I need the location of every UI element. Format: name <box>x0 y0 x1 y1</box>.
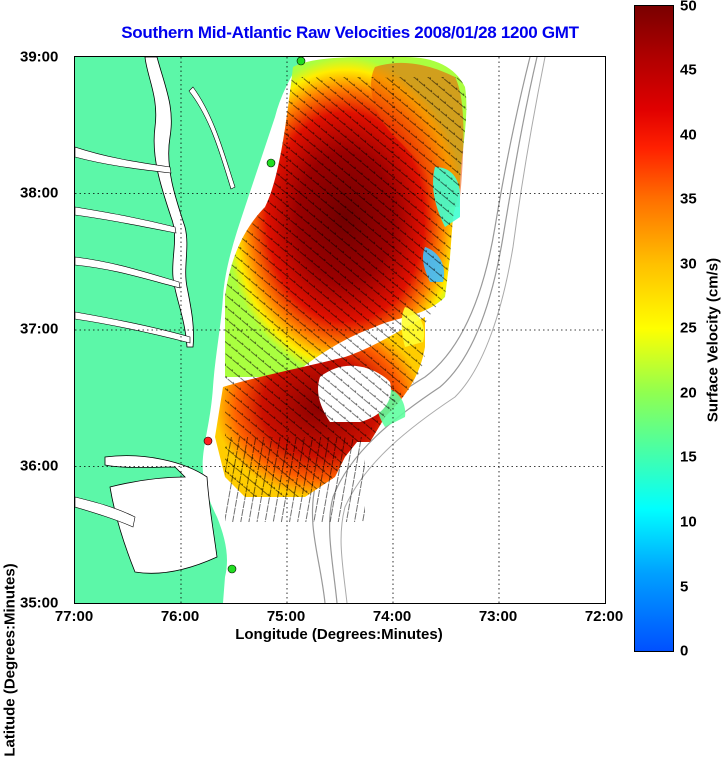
colorbar-tick: 45 <box>680 61 697 79</box>
station-marker <box>266 158 276 168</box>
map-svg <box>75 57 605 603</box>
y-tick-label: 39:00 <box>20 48 59 66</box>
y-tick-label: 35:00 <box>20 594 59 612</box>
colorbar-tick: 5 <box>680 578 689 596</box>
y-tick-label: 36:00 <box>20 457 59 475</box>
colorbar-label: Surface Velocity (cm/s) <box>704 257 722 423</box>
x-tick-label: 72:00 <box>584 608 624 625</box>
y-tick-label: 37:00 <box>20 320 59 338</box>
colorbar-tick: 50 <box>680 0 697 15</box>
station-marker <box>296 57 306 66</box>
colorbar-tick: 30 <box>680 255 697 273</box>
colorbar-tick: 15 <box>680 448 697 466</box>
x-tick-label: 73:00 <box>478 608 518 625</box>
x-tick-label: 74:00 <box>372 608 412 625</box>
station-marker <box>203 436 213 446</box>
grid-lines <box>75 57 605 603</box>
x-tick-label: 77:00 <box>54 608 94 625</box>
y-axis-label: Latitude (Degrees:Minutes) <box>1 563 19 757</box>
x-tick-label: 76:00 <box>160 608 200 625</box>
pamlico-sound <box>104 455 218 574</box>
colorbar-tick: 25 <box>680 319 697 337</box>
colorbar <box>634 5 674 652</box>
map-title: Southern Mid-Atlantic Raw Velocities 200… <box>121 23 579 42</box>
colorbar-tick: 10 <box>680 513 697 531</box>
station-marker <box>227 564 237 574</box>
y-tick-label: 38:00 <box>20 184 59 202</box>
x-axis-label: Longitude (Degrees:Minutes) <box>235 626 443 643</box>
colorbar-tick: 0 <box>680 642 689 660</box>
colorbar-tick: 40 <box>680 126 697 144</box>
x-tick-label: 75:00 <box>266 608 306 625</box>
map-plot-area <box>74 56 606 604</box>
colorbar-tick: 20 <box>680 384 697 402</box>
colorbar-tick: 35 <box>680 190 697 208</box>
